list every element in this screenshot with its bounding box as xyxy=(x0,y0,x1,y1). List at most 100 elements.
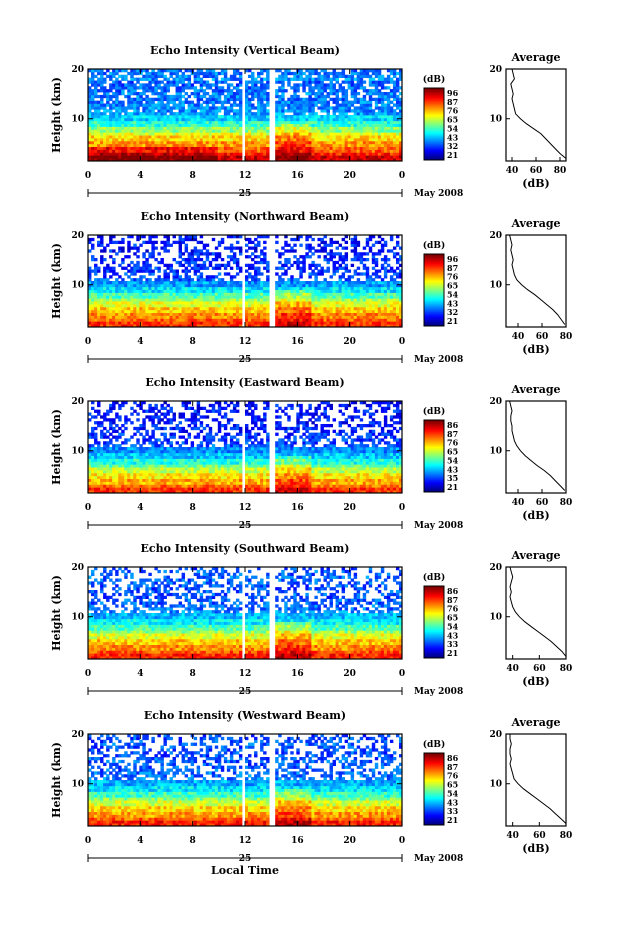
average-title: Average xyxy=(510,716,560,729)
colorbar-tick-label: 87 xyxy=(447,429,458,439)
colorbar-tick-label: 54 xyxy=(447,289,459,299)
x-tick-label: 8 xyxy=(190,337,196,347)
colorbar-tick-label: 32 xyxy=(447,307,458,317)
x-tick-label: 20 xyxy=(343,503,356,513)
x-tick-label: 4 xyxy=(137,669,143,679)
y-tick-label: 20 xyxy=(71,65,84,75)
avg-x-tick-label: 60 xyxy=(536,332,549,342)
colorbar-frame xyxy=(423,419,445,493)
colorbar-tick-label: 65 xyxy=(447,115,458,125)
colorbar-tick-label: 76 xyxy=(447,272,459,282)
colorbar-tick-label: 21 xyxy=(447,150,458,160)
colorbar-tick-label: 76 xyxy=(447,771,459,781)
x-tick-label: 8 xyxy=(190,836,196,846)
avg-x-tick-label: 80 xyxy=(560,664,573,674)
colorbar-frame xyxy=(423,87,445,161)
average-frame xyxy=(505,733,567,827)
avg-y-tick-label: 10 xyxy=(489,613,502,623)
panel-3: Echo Intensity (Eastward Beam) 10 20 Height… xyxy=(50,376,572,531)
heatmap-cells xyxy=(88,734,403,827)
avg-x-tick-label: 40 xyxy=(506,831,519,841)
avg-y-tick-label: 20 xyxy=(489,65,502,75)
x-tick-label: 12 xyxy=(239,669,252,679)
avg-x-tick-label: 80 xyxy=(560,332,573,342)
heatmap-cells xyxy=(88,401,403,494)
avg-x-tick-label: 60 xyxy=(536,498,549,508)
average-frame xyxy=(505,68,567,162)
avg-y-tick-label: 20 xyxy=(489,397,502,407)
avg-y-tick-label: 10 xyxy=(489,780,502,790)
average-profile: Average 40 60 80 10 20 (dB) xyxy=(489,549,572,688)
colorbar-tick-label: 54 xyxy=(447,123,459,133)
x-tick-label: 0 xyxy=(85,503,91,513)
colorbar-title: (dB) xyxy=(423,74,445,85)
average-profile: Average 40 60 80 10 20 (dB) xyxy=(489,716,572,855)
avg-x-axis-label: (dB) xyxy=(522,177,549,190)
avg-x-axis-label: (dB) xyxy=(522,675,549,688)
average-title: Average xyxy=(510,383,560,396)
x-tick-label: 4 xyxy=(137,503,143,513)
x-tick-label: 16 xyxy=(291,337,304,347)
avg-x-tick-label: 40 xyxy=(506,664,519,674)
average-profile: Average 40 60 80 10 20 (dB) xyxy=(489,51,567,190)
y-tick-label: 20 xyxy=(71,563,84,573)
heatmap-cells xyxy=(88,567,403,660)
avg-x-axis-label: (dB) xyxy=(522,842,549,855)
avg-y-tick-label: 20 xyxy=(489,730,502,740)
y-axis-label: Height (km) xyxy=(50,77,63,153)
avg-x-tick-label: 40 xyxy=(512,498,525,508)
x-tick-label: 0 xyxy=(399,171,405,181)
x-tick-label: 0 xyxy=(399,503,405,513)
y-tick-label: 20 xyxy=(71,231,84,241)
colorbar-tick-label: 54 xyxy=(447,788,459,798)
colorbar-tick-label: 96 xyxy=(447,88,459,98)
colorbar-tick-label: 65 xyxy=(447,780,458,790)
colorbar-tick-label: 87 xyxy=(447,263,458,273)
y-tick-label: 10 xyxy=(71,780,84,790)
heatmap-cells xyxy=(88,235,403,328)
average-title: Average xyxy=(510,51,560,64)
colorbar-tick-label: 87 xyxy=(447,97,458,107)
avg-x-axis-label: (dB) xyxy=(522,343,549,356)
y-axis-label: Height (km) xyxy=(50,742,63,818)
avg-x-tick-label: 40 xyxy=(512,332,525,342)
average-profile: Average 40 60 80 10 20 (dB) xyxy=(489,383,572,522)
average-frame xyxy=(505,400,567,494)
y-axis-label: Height (km) xyxy=(50,243,63,319)
x-tick-label: 12 xyxy=(239,171,252,181)
colorbar-tick-label: 35 xyxy=(447,473,458,483)
month-label: May 2008 xyxy=(414,189,463,199)
x-tick-label: 16 xyxy=(291,503,304,513)
colorbar-tick-label: 33 xyxy=(447,639,459,649)
panel-title: Echo Intensity (Southward Beam) xyxy=(141,542,350,555)
average-profile-line xyxy=(509,734,567,824)
date-label: 25 xyxy=(239,687,252,697)
x-tick-label: 12 xyxy=(239,337,252,347)
x-tick-label: 8 xyxy=(190,669,196,679)
colorbar-tick-label: 86 xyxy=(447,420,459,430)
colorbar-title: (dB) xyxy=(423,739,445,750)
panel-title: Echo Intensity (Westward Beam) xyxy=(144,709,346,722)
avg-x-tick-label: 80 xyxy=(560,498,573,508)
panel-1: Echo Intensity (Vertical Beam) 10 20 Height… xyxy=(50,44,567,199)
date-label: 25 xyxy=(239,189,252,199)
x-tick-label: 20 xyxy=(343,669,356,679)
average-profile: Average 40 60 80 10 20 (dB) xyxy=(489,217,572,356)
month-label: May 2008 xyxy=(414,687,463,697)
x-tick-label: 4 xyxy=(137,836,143,846)
colorbar-tick-label: 87 xyxy=(447,762,458,772)
average-profile-line xyxy=(510,68,567,159)
avg-y-tick-label: 10 xyxy=(489,115,502,125)
y-tick-label: 10 xyxy=(71,447,84,457)
average-frame xyxy=(505,234,567,328)
colorbar-title: (dB) xyxy=(423,572,445,583)
avg-x-tick-label: 60 xyxy=(533,831,546,841)
colorbar-tick-label: 21 xyxy=(447,316,458,326)
x-tick-label: 0 xyxy=(85,337,91,347)
colorbar-tick-label: 65 xyxy=(447,447,458,457)
